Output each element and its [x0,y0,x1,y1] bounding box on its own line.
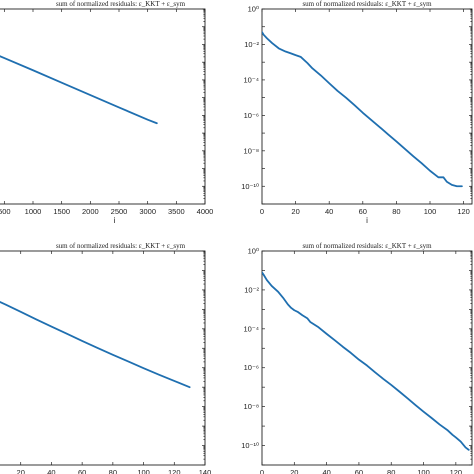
x-tick-label: 4000 [197,207,214,216]
y-tick-label: 10⁻¹⁰ [241,182,259,191]
y-tick-label: 10⁻² [244,285,259,294]
y-tick-label: 10⁻⁴ [243,324,259,333]
x-tick-label: 1000 [25,207,42,216]
chart-title: sum of normalized residuals: ε_KKT + ε_s… [302,242,432,250]
y-tick-label: 10⁻⁴ [243,75,259,84]
y-tick-label: 10⁻² [244,40,259,49]
x-tick-label: 120 [450,468,463,474]
x-tick-label: 80 [387,468,395,474]
x-tick-label: 3000 [139,207,156,216]
y-tick-label: 10⁰ [248,247,259,256]
y-tick-label: 10⁰ [248,5,259,14]
y-tick-label: 10⁻⁸ [244,146,259,155]
x-tick-label: 140 [199,468,212,474]
chart-panel-4: sum of normalized residuals: ε_KKT + ε_s… [241,242,473,474]
x-tick-label: 60 [78,468,86,474]
chart-title: sum of normalized residuals: ε_KKT + ε_s… [56,242,186,250]
y-tick-label: 10⁻¹⁰ [241,441,259,450]
axes-frame [261,8,473,205]
x-tick-label: 20 [17,468,25,474]
chart-panel-1: sum of normalized residuals: ε_KKT + ε_s… [0,0,213,225]
x-tick-label: 40 [47,468,55,474]
x-tick-label: 120 [457,207,470,216]
chart-title: sum of normalized residuals: ε_KKT + ε_s… [302,0,432,8]
x-tick-label: 40 [325,207,333,216]
axes-frame [261,250,473,466]
x-axis-label: i [366,216,368,225]
x-tick-label: 60 [355,468,363,474]
x-tick-label: 40 [322,468,330,474]
x-tick-label: 2500 [111,207,128,216]
axes-frame [0,250,206,466]
y-tick-label: 10⁻⁶ [244,363,259,372]
series-line-1 [0,301,191,389]
x-tick-label: 0 [260,207,264,216]
x-axis-label: i [114,216,116,225]
x-tick-label: 1500 [53,207,70,216]
x-tick-label: 60 [359,207,367,216]
series-line-1 [0,55,158,125]
x-tick-label: 100 [417,468,430,474]
x-tick-label: 100 [137,468,150,474]
y-tick-label: 10⁻⁶ [244,111,259,120]
chart-panel-2: sum of normalized residuals: ε_KKT + ε_s… [241,0,473,225]
y-tick-label: 10⁻⁸ [244,402,259,411]
x-tick-label: 120 [168,468,181,474]
x-tick-label: 3500 [168,207,185,216]
series-line-1 [262,31,463,188]
x-tick-label: 500 [0,207,11,216]
chart-title: sum of normalized residuals: ε_KKT + ε_s… [56,0,186,8]
axes-frame [0,8,206,205]
x-tick-label: 20 [290,468,298,474]
x-tick-label: 20 [291,207,299,216]
x-tick-label: 0 [260,468,264,474]
chart-panel-3: sum of normalized residuals: ε_KKT + ε_s… [0,242,211,474]
x-tick-label: 100 [424,207,437,216]
x-tick-label: 2000 [82,207,99,216]
x-tick-label: 80 [109,468,117,474]
x-tick-label: 80 [392,207,400,216]
series-line-1 [262,271,470,451]
